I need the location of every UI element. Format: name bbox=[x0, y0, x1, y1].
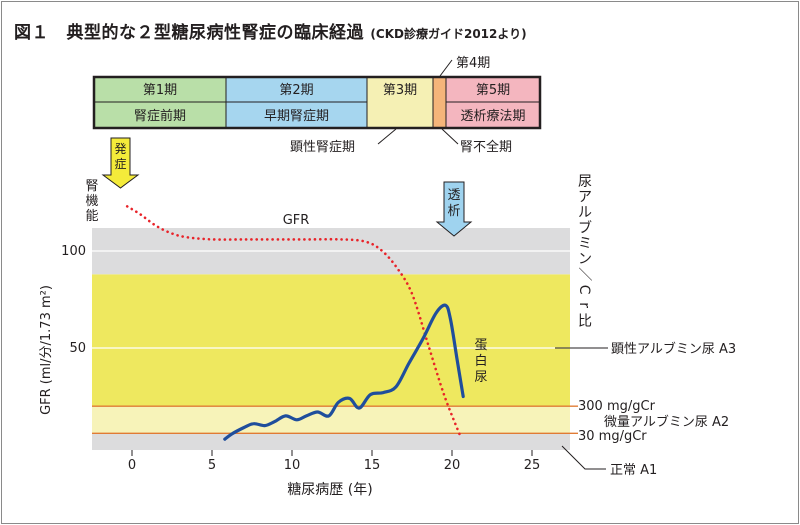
stage-4-cell-top bbox=[432, 76, 447, 103]
stage-4-leader-top bbox=[439, 59, 453, 77]
urine-albumin-char-7: C bbox=[576, 285, 592, 295]
x-tick-label-4: 20 bbox=[444, 458, 461, 473]
kidney-function-char-2: 能 bbox=[85, 209, 98, 224]
onset-char-1: 発 bbox=[114, 142, 126, 156]
dialysis-arrow bbox=[435, 181, 473, 237]
protein-urea-label: 蛋白尿 bbox=[474, 338, 487, 385]
x-tick-label-3: 15 bbox=[364, 458, 381, 473]
urine-albumin-char-4: ミ bbox=[578, 236, 592, 252]
stage-3-cell-bottom bbox=[366, 101, 434, 129]
band-1 bbox=[92, 406, 570, 434]
band-0 bbox=[92, 274, 570, 407]
albumin-bands bbox=[92, 228, 570, 450]
dialysis-char-2: 析 bbox=[447, 204, 460, 219]
stage-5-cell-top bbox=[445, 76, 541, 103]
urine-albumin-char-9: 比 bbox=[578, 314, 592, 330]
x-tick-label-2: 10 bbox=[284, 458, 301, 473]
urine-albumin-char-2: ル bbox=[578, 205, 592, 221]
onset-arrow bbox=[101, 137, 140, 189]
x-axis-label: 糖尿病歴 (年) bbox=[287, 482, 372, 498]
dialysis-char-1: 透 bbox=[447, 188, 460, 203]
stage-4-cell-bottom bbox=[432, 101, 447, 129]
protein-urea-char-0: 蛋 bbox=[474, 338, 487, 353]
stage-2-name: 早期腎症期 bbox=[264, 109, 329, 124]
y-tick-label-0: 50 bbox=[69, 341, 86, 356]
urine-albumin-char-6: ／ bbox=[576, 267, 592, 281]
stage-4-period-label: 第4期 bbox=[456, 56, 490, 71]
figure-title: 図１ 典型的な２型糖尿病性腎症の臨床経過 (CKD診療ガイド2012より) bbox=[14, 18, 527, 43]
stage-4-name-label: 腎不全期 bbox=[460, 139, 512, 155]
x-tick-label-5: 25 bbox=[524, 458, 541, 473]
stage-3-period: 第3期 bbox=[383, 83, 417, 98]
gfr-series-label: GFR bbox=[283, 213, 310, 228]
urine-albumin-char-3: ブ bbox=[578, 220, 592, 237]
kidney-function-char-1: 機 bbox=[85, 194, 98, 209]
stage-5-period: 第5期 bbox=[476, 83, 510, 98]
y-axis-label: GFR (ml/分/1.73 m²) bbox=[39, 285, 54, 415]
threshold-30-label: 30 mg/gCr bbox=[578, 429, 647, 444]
stage-3-name-label: 顕性腎症期 bbox=[290, 140, 355, 155]
urine-albumin-char-0: 尿 bbox=[578, 174, 592, 190]
kidney-function-char-0: 腎 bbox=[85, 179, 98, 194]
onset-marker: 発 症 bbox=[101, 137, 140, 189]
title-main: 図１ 典型的な２型糖尿病性腎症の臨床経過 bbox=[14, 23, 364, 43]
protein-urea-char-1: 白 bbox=[474, 353, 487, 369]
x-axis-ticks: 0 5 10 15 20 25 bbox=[128, 450, 540, 473]
stage-4-leader-bottom bbox=[441, 128, 459, 145]
kidney-function-label: 腎機能 bbox=[85, 179, 98, 224]
a1-label: 正常 A1 bbox=[610, 463, 657, 478]
stage-table-outline bbox=[92, 75, 542, 130]
stage-2-period: 第2期 bbox=[279, 83, 313, 98]
a3-label: 顕性アルブミン尿 A3 bbox=[611, 341, 736, 357]
band-2 bbox=[92, 433, 570, 445]
dialysis-marker: 透 析 bbox=[435, 181, 473, 237]
series-lines bbox=[125, 205, 465, 441]
stage-1-period: 第1期 bbox=[143, 83, 177, 98]
normal-band-extension bbox=[92, 445, 570, 450]
y-axis-ticks: 50 100 bbox=[61, 244, 86, 356]
x-tick-label-0: 0 bbox=[128, 458, 136, 473]
series-line-1 bbox=[223, 303, 465, 441]
onset-char-2: 症 bbox=[114, 156, 126, 171]
protein-urea-char-2: 尿 bbox=[474, 370, 487, 385]
urine-albumin-char-8: r bbox=[576, 302, 592, 308]
stage-1-name: 腎症前期 bbox=[134, 108, 186, 124]
title-source: (CKD診療ガイド2012より) bbox=[370, 27, 527, 41]
a2-label: 微量アルブミン尿 A2 bbox=[604, 414, 729, 430]
x-tick-label-1: 5 bbox=[208, 458, 216, 473]
series-line-0 bbox=[125, 205, 462, 437]
stage-3-leader bbox=[377, 128, 397, 145]
a1-leader bbox=[561, 445, 606, 470]
y-tick-label-1: 100 bbox=[61, 244, 86, 259]
urine-albumin-char-1: ア bbox=[578, 190, 592, 206]
urine-albumin-char-5: ン bbox=[578, 252, 592, 268]
stage-5-name: 透析療法期 bbox=[460, 109, 525, 124]
stage-2-cell-bottom bbox=[225, 101, 368, 129]
threshold-300-label: 300 mg/gCr bbox=[578, 399, 656, 414]
